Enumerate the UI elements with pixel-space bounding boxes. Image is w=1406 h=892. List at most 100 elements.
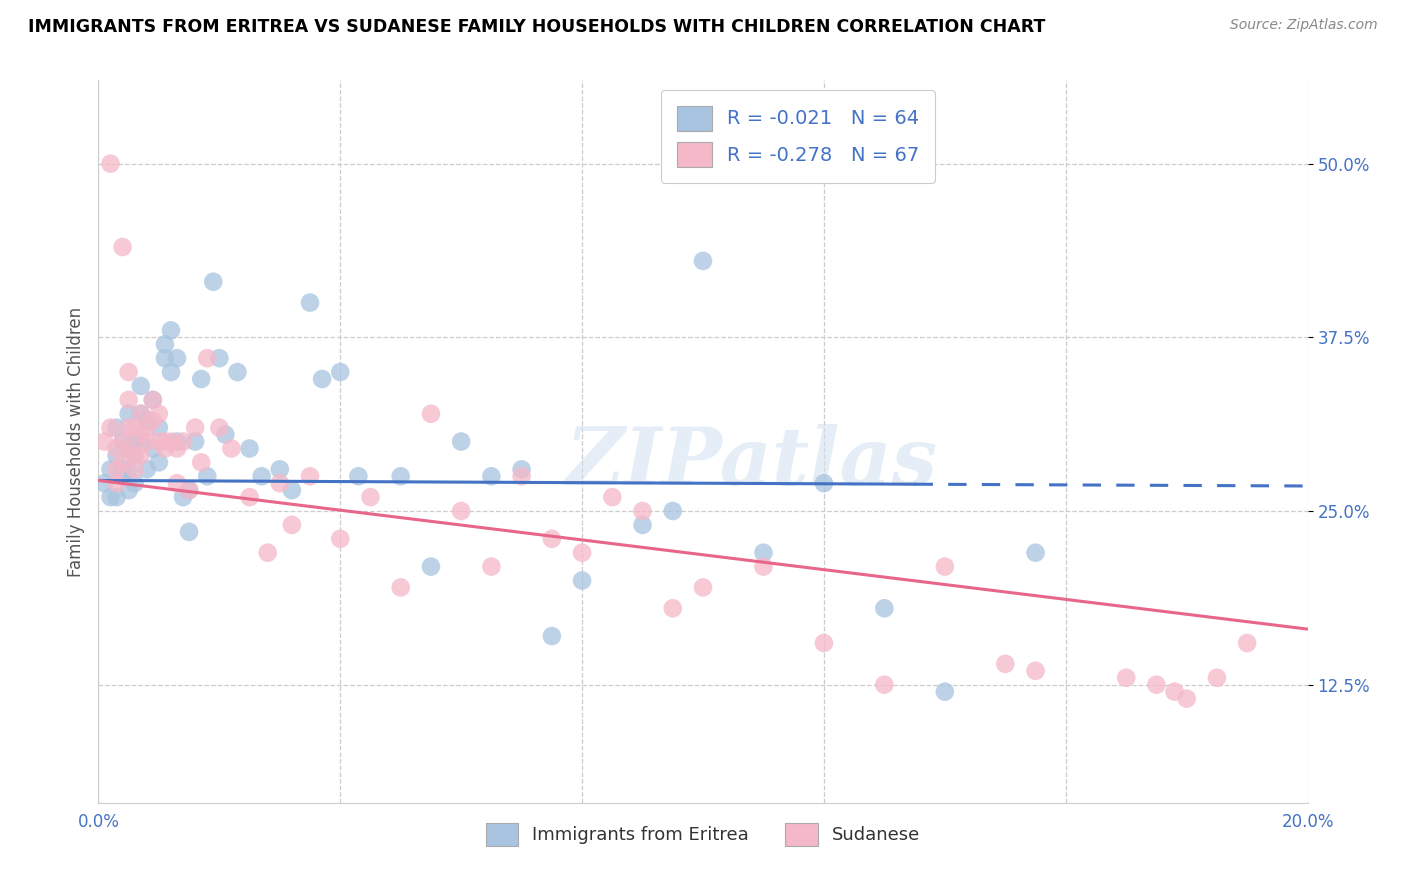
- Point: [124, 434, 146, 449]
- Text: Source: ZipAtlas.com: Source: ZipAtlas.com: [1230, 18, 1378, 32]
- Point: [118, 483, 141, 498]
- Point: [179, 483, 201, 498]
- Point: [420, 407, 443, 421]
- Point: [129, 407, 152, 421]
- Point: [1024, 664, 1046, 678]
- Point: [184, 420, 207, 434]
- Point: [142, 414, 165, 428]
- Point: [221, 442, 243, 456]
- Point: [129, 379, 152, 393]
- Point: [226, 365, 249, 379]
- Point: [934, 559, 956, 574]
- Point: [661, 601, 683, 615]
- Point: [172, 490, 194, 504]
- Point: [105, 442, 128, 456]
- Point: [1236, 636, 1258, 650]
- Point: [153, 351, 176, 366]
- Point: [124, 449, 146, 463]
- Point: [347, 469, 370, 483]
- Legend: Immigrants from Eritrea, Sudanese: Immigrants from Eritrea, Sudanese: [472, 810, 934, 859]
- Point: [195, 351, 218, 366]
- Point: [1163, 684, 1185, 698]
- Point: [105, 420, 128, 434]
- Point: [129, 407, 152, 421]
- Point: [202, 275, 225, 289]
- Point: [148, 455, 170, 469]
- Point: [450, 434, 472, 449]
- Point: [239, 490, 262, 504]
- Point: [118, 407, 141, 421]
- Point: [692, 581, 714, 595]
- Point: [195, 469, 218, 483]
- Point: [100, 462, 122, 476]
- Text: IMMIGRANTS FROM ERITREA VS SUDANESE FAMILY HOUSEHOLDS WITH CHILDREN CORRELATION : IMMIGRANTS FROM ERITREA VS SUDANESE FAMI…: [28, 18, 1046, 36]
- Point: [450, 504, 472, 518]
- Point: [105, 449, 128, 463]
- Point: [540, 532, 562, 546]
- Point: [153, 434, 176, 449]
- Point: [129, 434, 152, 449]
- Point: [1115, 671, 1137, 685]
- Point: [105, 476, 128, 491]
- Text: ZIPatlas: ZIPatlas: [565, 425, 938, 502]
- Point: [111, 455, 134, 469]
- Point: [179, 524, 201, 539]
- Point: [118, 420, 141, 434]
- Point: [118, 442, 141, 456]
- Point: [153, 442, 176, 456]
- Point: [190, 455, 212, 469]
- Point: [994, 657, 1017, 671]
- Point: [389, 469, 412, 483]
- Point: [148, 434, 170, 449]
- Point: [100, 420, 122, 434]
- Point: [166, 476, 188, 491]
- Point: [135, 420, 157, 434]
- Point: [124, 476, 146, 491]
- Point: [93, 476, 115, 491]
- Point: [269, 462, 291, 476]
- Point: [124, 449, 146, 463]
- Point: [813, 636, 835, 650]
- Point: [111, 469, 134, 483]
- Point: [661, 504, 683, 518]
- Point: [160, 365, 183, 379]
- Point: [111, 434, 134, 449]
- Point: [100, 490, 122, 504]
- Point: [269, 476, 291, 491]
- Point: [299, 469, 322, 483]
- Point: [148, 420, 170, 434]
- Point: [166, 351, 188, 366]
- Point: [813, 476, 835, 491]
- Point: [142, 392, 165, 407]
- Y-axis label: Family Households with Children: Family Households with Children: [66, 307, 84, 576]
- Point: [208, 351, 231, 366]
- Point: [571, 546, 593, 560]
- Point: [360, 490, 382, 504]
- Point: [142, 392, 165, 407]
- Point: [250, 469, 273, 483]
- Point: [184, 434, 207, 449]
- Point: [142, 442, 165, 456]
- Point: [281, 517, 304, 532]
- Point: [148, 407, 170, 421]
- Point: [179, 483, 201, 498]
- Point: [1024, 546, 1046, 560]
- Point: [510, 469, 533, 483]
- Point: [481, 469, 503, 483]
- Point: [299, 295, 322, 310]
- Point: [602, 490, 624, 504]
- Point: [208, 420, 231, 434]
- Point: [111, 434, 134, 449]
- Point: [129, 427, 152, 442]
- Point: [631, 504, 654, 518]
- Point: [153, 337, 176, 351]
- Point: [118, 392, 141, 407]
- Point: [329, 365, 352, 379]
- Point: [329, 532, 352, 546]
- Point: [389, 581, 412, 595]
- Point: [166, 434, 188, 449]
- Point: [172, 434, 194, 449]
- Point: [571, 574, 593, 588]
- Point: [311, 372, 333, 386]
- Point: [873, 678, 896, 692]
